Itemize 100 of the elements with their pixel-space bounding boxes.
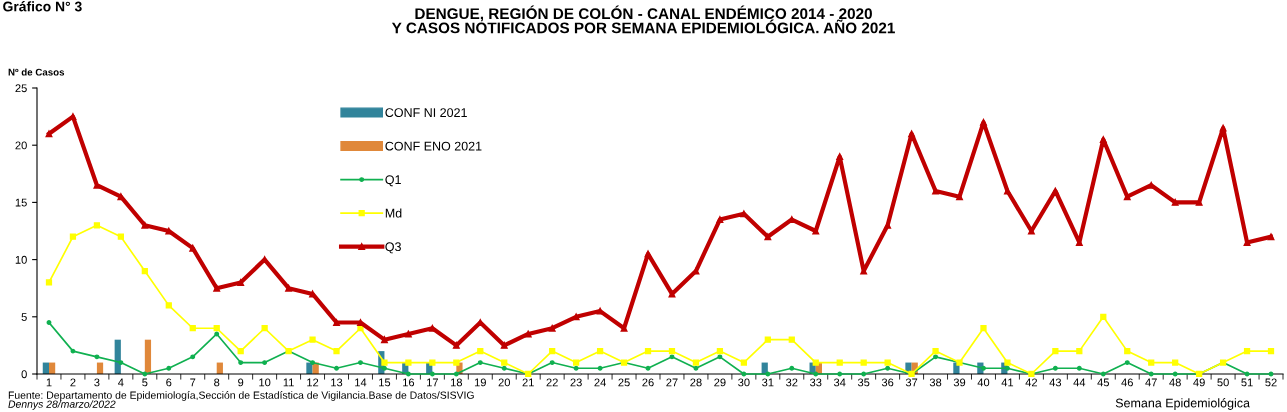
x-tick-label: 50 xyxy=(1217,378,1229,387)
point xyxy=(1124,347,1131,355)
x-tick-label: 4 xyxy=(118,378,124,387)
point xyxy=(358,360,363,365)
point xyxy=(45,279,53,286)
point xyxy=(477,360,483,365)
x-tick-label: 27 xyxy=(666,378,678,387)
x-tick-label: 11 xyxy=(283,378,294,387)
point xyxy=(1100,371,1106,377)
point xyxy=(118,360,124,365)
point xyxy=(1171,198,1179,206)
point xyxy=(1195,198,1203,206)
point xyxy=(644,347,652,355)
point xyxy=(789,365,795,371)
x-tick-label: 32 xyxy=(786,378,798,387)
point xyxy=(405,359,412,366)
x-tick-label: 8 xyxy=(214,378,220,387)
point xyxy=(668,347,676,355)
point xyxy=(93,222,101,229)
point xyxy=(429,371,435,377)
x-tick-label: 12 xyxy=(307,378,319,387)
x-tick-label: 29 xyxy=(714,378,726,387)
x-tick-label: 19 xyxy=(474,378,486,387)
point xyxy=(1052,365,1058,371)
point xyxy=(693,365,699,371)
point xyxy=(764,336,771,343)
point xyxy=(46,320,52,325)
point xyxy=(1148,371,1154,377)
point xyxy=(333,347,340,355)
y-axis-title: Nº de Casos xyxy=(8,68,65,76)
point xyxy=(142,371,148,377)
x-tick-label: 10 xyxy=(259,378,271,387)
x-tick-label: 25 xyxy=(618,378,630,387)
point xyxy=(428,324,436,332)
x-tick-label: 30 xyxy=(738,378,750,387)
point xyxy=(213,284,221,292)
point xyxy=(189,244,197,252)
x-tick-label: 26 xyxy=(642,378,654,387)
point xyxy=(1172,371,1178,377)
point xyxy=(1051,187,1059,195)
point xyxy=(573,365,579,371)
x-tick-label: 5 xyxy=(142,378,148,387)
point xyxy=(1244,371,1250,377)
point xyxy=(1076,347,1083,355)
point xyxy=(117,233,124,240)
point xyxy=(980,325,987,332)
point xyxy=(453,359,460,366)
point xyxy=(837,371,843,377)
point xyxy=(956,193,963,201)
point xyxy=(597,365,603,371)
x-axis-title: Semana Epidemiológica xyxy=(1115,398,1251,410)
x-tick-label: 45 xyxy=(1097,378,1109,387)
legend-label: Md xyxy=(385,208,402,218)
point xyxy=(860,359,867,366)
point xyxy=(501,365,507,371)
x-tick-label: 9 xyxy=(238,378,244,387)
point xyxy=(884,359,891,366)
point xyxy=(572,313,580,321)
point xyxy=(1267,347,1275,355)
point xyxy=(716,347,724,355)
point xyxy=(237,279,245,286)
point xyxy=(1267,233,1275,241)
point xyxy=(669,354,675,360)
point xyxy=(165,302,172,309)
point xyxy=(549,360,555,365)
y-tick-label: 5 xyxy=(21,313,27,321)
x-tick-label: 1 xyxy=(46,378,52,387)
point xyxy=(932,347,939,355)
point xyxy=(429,359,436,366)
x-tick-label: 22 xyxy=(546,378,558,387)
y-tick-label: 20 xyxy=(15,141,27,150)
y-tick-label: 15 xyxy=(15,198,27,207)
point xyxy=(213,325,220,332)
point xyxy=(452,341,460,349)
x-tick-label: 16 xyxy=(403,378,415,387)
point xyxy=(812,359,819,366)
x-tick-label: 21 xyxy=(522,378,534,387)
point xyxy=(908,130,916,138)
x-tick-label: 41 xyxy=(1001,378,1014,387)
x-tick-label: 33 xyxy=(809,378,822,387)
point xyxy=(382,365,387,371)
point xyxy=(69,233,77,240)
point xyxy=(214,331,220,337)
source-note: Fuente: Departamento de Epidemiología,Sección de Estadística de Vigilancia.Base de Datos/SISVIG xyxy=(8,391,474,401)
point xyxy=(310,360,315,365)
x-tick-label: 34 xyxy=(833,378,846,387)
point xyxy=(70,348,76,354)
point xyxy=(1099,136,1107,143)
y-tick-label: 10 xyxy=(15,255,27,264)
x-tick-label: 40 xyxy=(977,378,990,387)
point xyxy=(836,153,844,161)
x-tick-label: 24 xyxy=(594,378,606,387)
legend-label: CONF ENO 2021 xyxy=(385,141,482,151)
point xyxy=(93,181,101,189)
x-tick-label: 46 xyxy=(1121,378,1133,387)
x-tick-label: 44 xyxy=(1073,378,1086,387)
x-tick-label: 39 xyxy=(953,378,966,387)
bar xyxy=(144,339,152,374)
point xyxy=(764,233,772,241)
point xyxy=(238,360,244,365)
